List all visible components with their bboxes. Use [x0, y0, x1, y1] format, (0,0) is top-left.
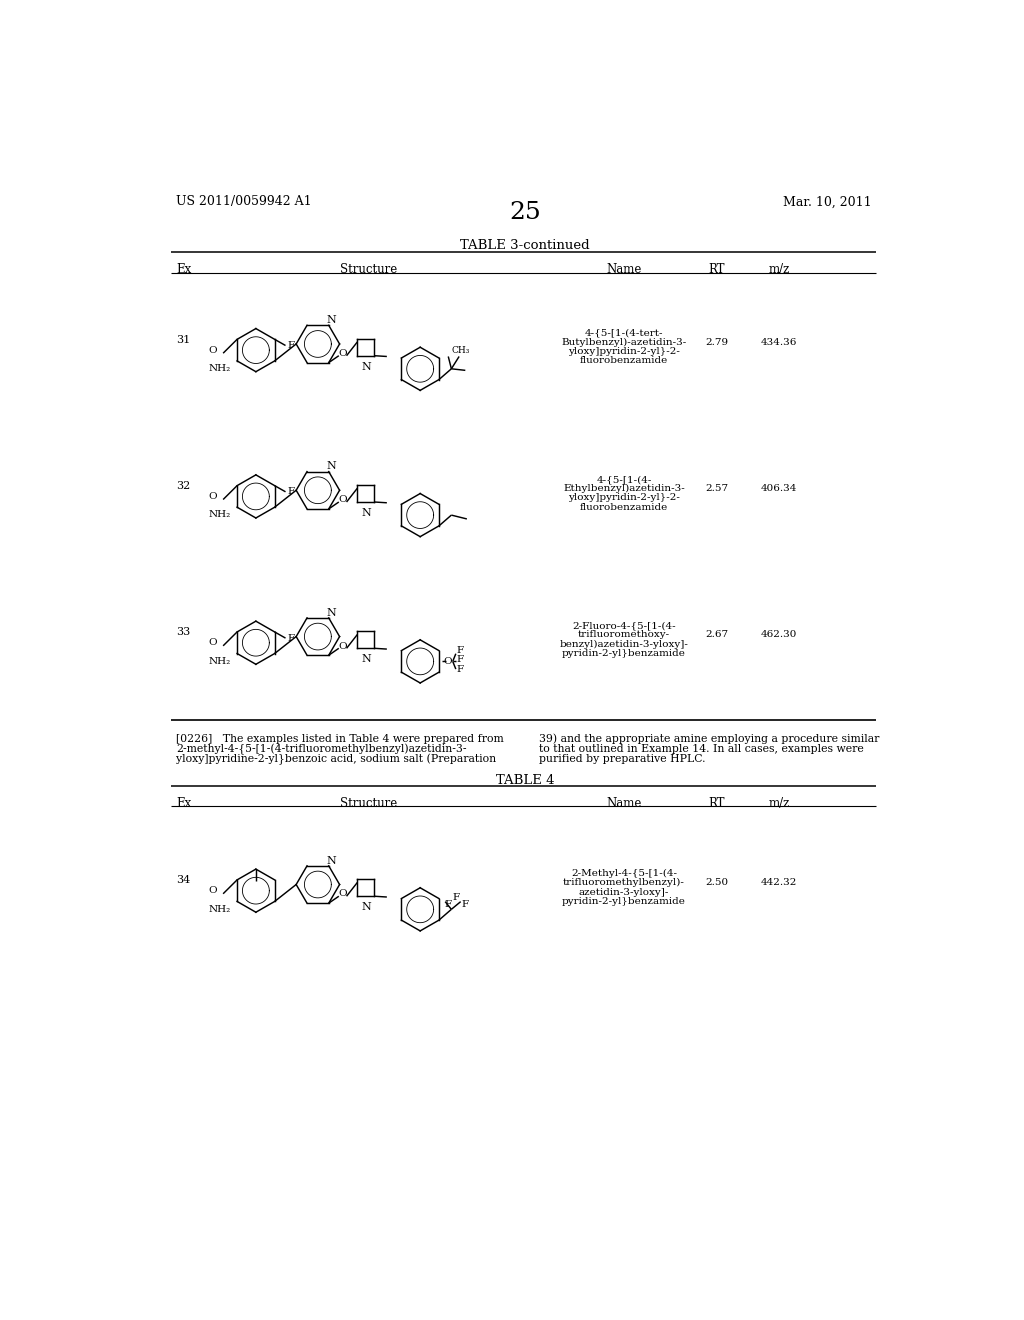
Text: F: F: [288, 341, 295, 350]
Text: N: N: [361, 903, 371, 912]
Text: Ex: Ex: [176, 263, 191, 276]
Text: 39) and the appropriate amine employing a procedure similar: 39) and the appropriate amine employing …: [539, 734, 880, 744]
Text: m/z: m/z: [768, 263, 790, 276]
Text: purified by preparative HPLC.: purified by preparative HPLC.: [539, 754, 706, 763]
Text: fluorobenzamide: fluorobenzamide: [580, 503, 668, 512]
Text: m/z: m/z: [768, 797, 790, 809]
Text: 25: 25: [509, 201, 541, 224]
Text: yloxy]pyridin-2-yl}-2-: yloxy]pyridin-2-yl}-2-: [568, 494, 680, 503]
Text: 462.30: 462.30: [761, 631, 798, 639]
Text: yloxy]pyridin-2-yl}-2-: yloxy]pyridin-2-yl}-2-: [568, 347, 680, 356]
Text: 32: 32: [176, 480, 190, 491]
Text: 2-Fluoro-4-{5-[1-(4-: 2-Fluoro-4-{5-[1-(4-: [572, 622, 676, 630]
Text: N: N: [327, 607, 337, 618]
Text: O: O: [209, 639, 217, 647]
Text: Mar. 10, 2011: Mar. 10, 2011: [783, 195, 872, 209]
Text: CH₃: CH₃: [452, 346, 470, 355]
Text: NH₂: NH₂: [208, 511, 230, 519]
Text: F: F: [462, 900, 469, 909]
Text: O: O: [338, 348, 347, 358]
Text: N: N: [327, 855, 337, 866]
Text: N: N: [361, 508, 371, 519]
Text: TABLE 4: TABLE 4: [496, 774, 554, 787]
Text: fluorobenzamide: fluorobenzamide: [580, 356, 668, 366]
Text: N: N: [361, 655, 371, 664]
Text: 2-methyl-4-{5-[1-(4-trifluoromethylbenzyl)azetidin-3-: 2-methyl-4-{5-[1-(4-trifluoromethylbenzy…: [176, 743, 467, 755]
Text: 4-{5-[1-(4-: 4-{5-[1-(4-: [596, 475, 651, 484]
Text: Ex: Ex: [176, 797, 191, 809]
Text: N: N: [327, 315, 337, 325]
Text: 442.32: 442.32: [761, 878, 798, 887]
Text: 2.50: 2.50: [706, 878, 728, 887]
Text: Ethylbenzyl)azetidin-3-: Ethylbenzyl)azetidin-3-: [563, 484, 685, 494]
Text: F: F: [288, 487, 295, 496]
Text: N: N: [327, 461, 337, 471]
Text: N: N: [361, 362, 371, 372]
Text: trifluoromethylbenzyl)-: trifluoromethylbenzyl)-: [563, 878, 685, 887]
Text: O: O: [338, 495, 347, 504]
Text: F: F: [444, 900, 452, 909]
Text: yloxy]pyridine-2-yl}benzoic acid, sodium salt (Preparation: yloxy]pyridine-2-yl}benzoic acid, sodium…: [176, 754, 497, 766]
Text: 34: 34: [176, 875, 190, 886]
Text: TABLE 3-continued: TABLE 3-continued: [460, 239, 590, 252]
Text: O: O: [338, 642, 347, 651]
Text: 2-Methyl-4-{5-[1-(4-: 2-Methyl-4-{5-[1-(4-: [571, 869, 677, 878]
Text: 2.57: 2.57: [706, 484, 728, 494]
Text: 4-{5-[1-(4-tert-: 4-{5-[1-(4-tert-: [585, 329, 664, 338]
Text: 2.79: 2.79: [706, 338, 728, 347]
Text: O: O: [209, 492, 217, 500]
Text: F: F: [453, 892, 460, 902]
Text: O: O: [209, 886, 217, 895]
Text: NH₂: NH₂: [208, 364, 230, 374]
Text: 33: 33: [176, 627, 190, 638]
Text: pyridin-2-yl}benzamide: pyridin-2-yl}benzamide: [562, 896, 686, 906]
Text: NH₂: NH₂: [208, 656, 230, 665]
Text: 2.67: 2.67: [706, 631, 728, 639]
Text: Butylbenzyl)-azetidin-3-: Butylbenzyl)-azetidin-3-: [561, 338, 687, 347]
Text: Name: Name: [606, 797, 642, 809]
Text: trifluoromethoxy-: trifluoromethoxy-: [578, 631, 670, 639]
Text: azetidin-3-yloxy]-: azetidin-3-yloxy]-: [579, 887, 670, 896]
Text: F: F: [288, 634, 295, 643]
Text: [0226]   The examples listed in Table 4 were prepared from: [0226] The examples listed in Table 4 we…: [176, 734, 504, 743]
Text: Structure: Structure: [340, 263, 397, 276]
Text: F: F: [457, 655, 464, 664]
Text: O: O: [338, 890, 347, 899]
Text: O: O: [209, 346, 217, 355]
Text: benzyl)azetidin-3-yloxy]-: benzyl)azetidin-3-yloxy]-: [559, 640, 688, 648]
Text: Structure: Structure: [340, 797, 397, 809]
Text: 434.36: 434.36: [761, 338, 798, 347]
Text: US 2011/0059942 A1: US 2011/0059942 A1: [176, 195, 311, 209]
Text: O: O: [443, 657, 453, 665]
Text: F: F: [457, 645, 464, 655]
Text: RT: RT: [709, 797, 725, 809]
Text: 31: 31: [176, 335, 190, 345]
Text: 406.34: 406.34: [761, 484, 798, 494]
Text: pyridin-2-yl}benzamide: pyridin-2-yl}benzamide: [562, 649, 686, 657]
Text: to that outlined in Example 14. In all cases, examples were: to that outlined in Example 14. In all c…: [539, 743, 863, 754]
Text: Name: Name: [606, 263, 642, 276]
Text: NH₂: NH₂: [208, 904, 230, 913]
Text: F: F: [457, 664, 464, 673]
Text: RT: RT: [709, 263, 725, 276]
